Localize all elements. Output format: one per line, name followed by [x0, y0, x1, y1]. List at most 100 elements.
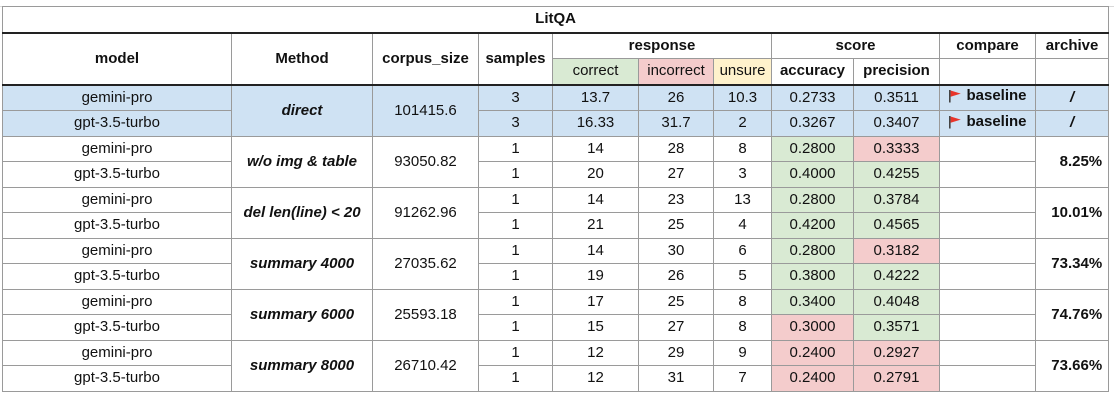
cell-accuracy[interactable]: 0.4000	[771, 161, 854, 188]
cell-model[interactable]: gemini-pro	[2, 84, 232, 111]
cell-unsure[interactable]: 9	[713, 339, 772, 366]
header-accuracy[interactable]: accuracy	[771, 58, 854, 86]
cell-incorrect[interactable]: 28	[638, 135, 714, 162]
cell-samples[interactable]: 1	[478, 135, 553, 162]
cell-compare[interactable]	[939, 186, 1036, 213]
cell-correct[interactable]: 12	[552, 365, 639, 392]
cell-unsure[interactable]: 13	[713, 186, 772, 213]
cell-accuracy[interactable]: 0.3400	[771, 288, 854, 315]
cell-model[interactable]: gpt-3.5-turbo	[2, 314, 232, 341]
cell-samples[interactable]: 1	[478, 186, 553, 213]
header-compare-empty[interactable]	[939, 58, 1036, 86]
cell-correct[interactable]: 20	[552, 161, 639, 188]
cell-precision[interactable]: 0.3511	[853, 84, 940, 111]
cell-compare[interactable]	[939, 365, 1036, 392]
cell-archive[interactable]: 73.66%	[1034, 339, 1110, 392]
header-incorrect[interactable]: incorrect	[638, 58, 714, 86]
cell-corpus-size[interactable]: 101415.6	[372, 84, 479, 137]
cell-incorrect[interactable]: 26	[638, 263, 714, 290]
cell-accuracy[interactable]: 0.3267	[771, 110, 854, 137]
cell-unsure[interactable]: 8	[713, 135, 772, 162]
cell-precision[interactable]: 0.4255	[853, 161, 940, 188]
cell-corpus-size[interactable]: 26710.42	[372, 339, 479, 392]
cell-precision[interactable]: 0.3333	[853, 135, 940, 162]
cell-method[interactable]: direct	[231, 84, 373, 137]
cell-model[interactable]: gpt-3.5-turbo	[2, 110, 232, 137]
cell-precision[interactable]: 0.4222	[853, 263, 940, 290]
cell-compare[interactable]: baseline	[939, 110, 1036, 137]
cell-accuracy[interactable]: 0.3000	[771, 314, 854, 341]
cell-precision[interactable]: 0.3571	[853, 314, 940, 341]
header-corpus-size[interactable]: corpus_size	[372, 32, 479, 86]
cell-precision[interactable]: 0.3182	[853, 237, 940, 264]
cell-incorrect[interactable]: 23	[638, 186, 714, 213]
cell-unsure[interactable]: 2	[713, 110, 772, 137]
cell-incorrect[interactable]: 27	[638, 161, 714, 188]
header-compare[interactable]: compare	[939, 32, 1036, 59]
cell-method[interactable]: summary 8000	[231, 339, 373, 392]
cell-compare[interactable]	[939, 263, 1036, 290]
cell-model[interactable]: gpt-3.5-turbo	[2, 212, 232, 239]
cell-corpus-size[interactable]: 93050.82	[372, 135, 479, 188]
cell-samples[interactable]: 1	[478, 161, 553, 188]
header-method[interactable]: Method	[231, 32, 373, 86]
cell-unsure[interactable]: 4	[713, 212, 772, 239]
cell-correct[interactable]: 16.33	[552, 110, 639, 137]
header-precision[interactable]: precision	[853, 58, 940, 86]
cell-incorrect[interactable]: 29	[638, 339, 714, 366]
cell-method[interactable]: w/o img & table	[231, 135, 373, 188]
cell-unsure[interactable]: 3	[713, 161, 772, 188]
cell-method[interactable]: summary 4000	[231, 237, 373, 290]
cell-model[interactable]: gemini-pro	[2, 288, 232, 315]
cell-compare[interactable]	[939, 339, 1036, 366]
cell-unsure[interactable]: 6	[713, 237, 772, 264]
cell-accuracy[interactable]: 0.3800	[771, 263, 854, 290]
cell-accuracy[interactable]: 0.4200	[771, 212, 854, 239]
header-unsure[interactable]: unsure	[713, 58, 772, 86]
cell-compare[interactable]	[939, 135, 1036, 162]
cell-incorrect[interactable]: 25	[638, 288, 714, 315]
cell-archive[interactable]: /	[1034, 84, 1110, 111]
cell-correct[interactable]: 15	[552, 314, 639, 341]
cell-accuracy[interactable]: 0.2800	[771, 135, 854, 162]
cell-archive[interactable]: /	[1034, 110, 1110, 137]
cell-method[interactable]: summary 6000	[231, 288, 373, 341]
header-correct[interactable]: correct	[552, 58, 639, 86]
cell-model[interactable]: gemini-pro	[2, 339, 232, 366]
cell-samples[interactable]: 1	[478, 314, 553, 341]
cell-samples[interactable]: 1	[478, 339, 553, 366]
cell-incorrect[interactable]: 30	[638, 237, 714, 264]
cell-samples[interactable]: 3	[478, 110, 553, 137]
header-score[interactable]: score	[771, 32, 940, 59]
cell-model[interactable]: gpt-3.5-turbo	[2, 161, 232, 188]
header-samples[interactable]: samples	[478, 32, 553, 86]
cell-model[interactable]: gemini-pro	[2, 237, 232, 264]
cell-correct[interactable]: 14	[552, 186, 639, 213]
cell-model[interactable]: gpt-3.5-turbo	[2, 365, 232, 392]
cell-corpus-size[interactable]: 27035.62	[372, 237, 479, 290]
cell-samples[interactable]: 1	[478, 237, 553, 264]
table-title[interactable]: LitQA	[1, 6, 1110, 34]
cell-model[interactable]: gemini-pro	[2, 186, 232, 213]
header-response[interactable]: response	[552, 32, 772, 59]
cell-unsure[interactable]: 8	[713, 288, 772, 315]
cell-accuracy[interactable]: 0.2400	[771, 339, 854, 366]
cell-incorrect[interactable]: 27	[638, 314, 714, 341]
cell-unsure[interactable]: 10.3	[713, 84, 772, 111]
cell-samples[interactable]: 1	[478, 365, 553, 392]
cell-unsure[interactable]: 7	[713, 365, 772, 392]
cell-incorrect[interactable]: 31	[638, 365, 714, 392]
cell-precision[interactable]: 0.3784	[853, 186, 940, 213]
cell-correct[interactable]: 21	[552, 212, 639, 239]
cell-compare[interactable]	[939, 212, 1036, 239]
cell-compare[interactable]	[939, 237, 1036, 264]
header-archive-empty[interactable]	[1034, 58, 1110, 86]
cell-samples[interactable]: 1	[478, 288, 553, 315]
cell-unsure[interactable]: 5	[713, 263, 772, 290]
cell-accuracy[interactable]: 0.2400	[771, 365, 854, 392]
cell-precision[interactable]: 0.4565	[853, 212, 940, 239]
cell-compare[interactable]	[939, 161, 1036, 188]
cell-method[interactable]: del len(line) < 20	[231, 186, 373, 239]
cell-unsure[interactable]: 8	[713, 314, 772, 341]
cell-incorrect[interactable]: 25	[638, 212, 714, 239]
